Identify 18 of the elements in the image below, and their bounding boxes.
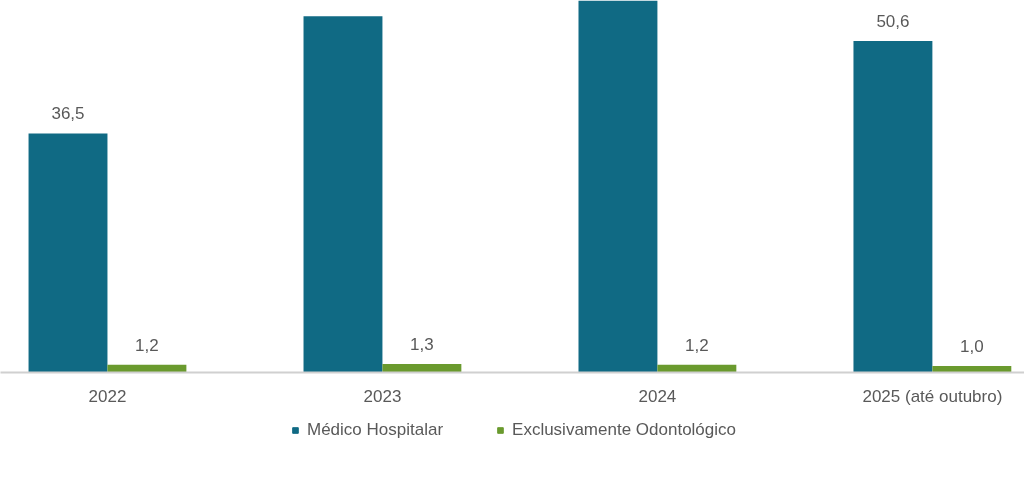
data-label: 1,0: [960, 336, 984, 356]
data-label: 36,5: [51, 104, 85, 124]
bar: [932, 365, 1012, 373]
bar: [853, 41, 933, 373]
data-label: 50,6: [876, 12, 910, 32]
legend-label: Médico Hospitalar: [306, 420, 444, 440]
data-label: 1,3: [410, 334, 434, 354]
data-label: 1,2: [135, 335, 159, 355]
bar: [578, 0, 658, 373]
x-tick-label: 2025 (até outubro): [862, 386, 1003, 406]
legend-label: Exclusivamente Odontológico: [512, 420, 737, 440]
bar: [303, 16, 383, 373]
x-tick-label: 2023: [363, 386, 402, 406]
bar: [28, 133, 108, 373]
data-label: 1,2: [685, 335, 709, 355]
x-tick-label: 2022: [88, 386, 127, 406]
x-tick-label: 2024: [638, 386, 677, 406]
bar: [382, 363, 462, 373]
